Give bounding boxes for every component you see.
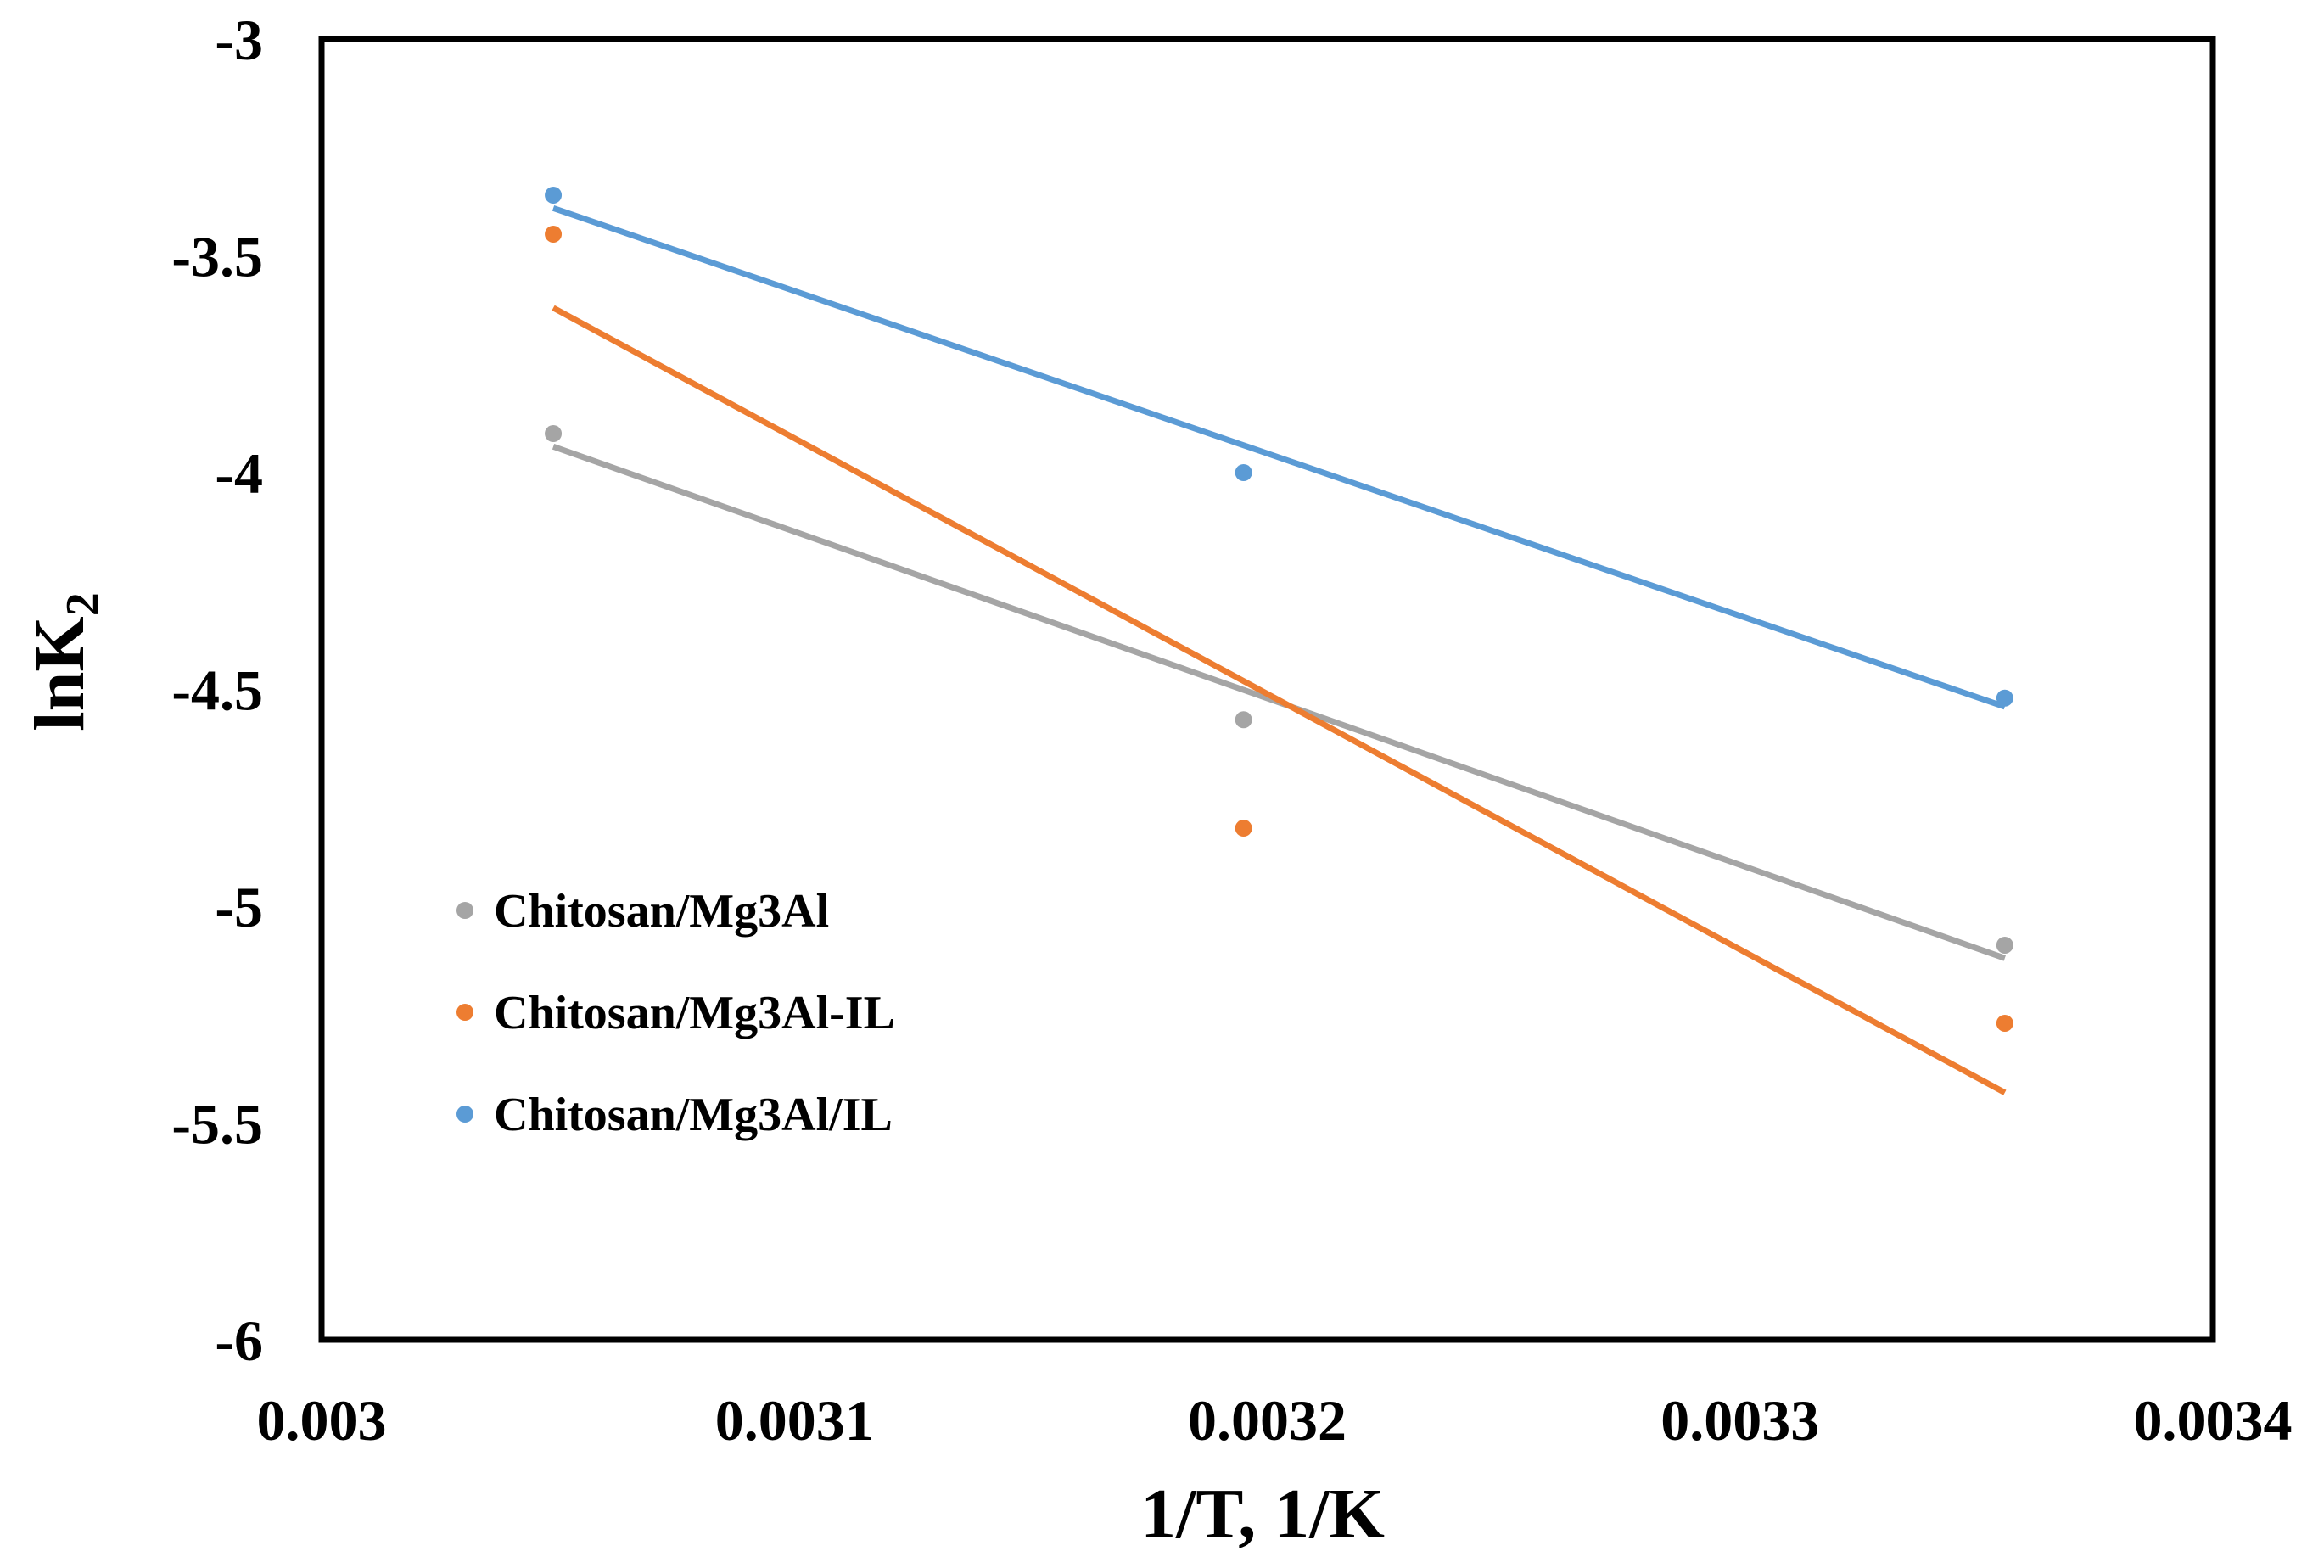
x-tick-label: 0.0034 bbox=[2134, 1388, 2293, 1453]
legend-marker bbox=[456, 902, 473, 919]
y-tick-label: -4.5 bbox=[171, 658, 263, 723]
data-point-series-1 bbox=[545, 425, 563, 443]
data-point-series-1 bbox=[1235, 711, 1252, 729]
trendline-series-3 bbox=[552, 204, 2006, 710]
y-tick-label: -3 bbox=[215, 8, 263, 72]
x-axis-ticks: 0.003 0.0031 0.0032 0.0033 0.0034 bbox=[257, 1388, 2293, 1453]
data-point-series-3 bbox=[1996, 689, 2013, 707]
data-point-series-2 bbox=[545, 225, 563, 243]
x-tick-label: 0.0032 bbox=[1188, 1388, 1347, 1453]
data-point-series-2 bbox=[1235, 820, 1252, 837]
y-tick-label: -5.5 bbox=[171, 1092, 263, 1156]
data-point-series-3 bbox=[545, 186, 563, 204]
legend-label: Chitosan/Mg3Al/IL bbox=[494, 1089, 893, 1141]
data-point-series-3 bbox=[1235, 464, 1252, 481]
y-axis-ticks: -3 -3.5 -4 -4.5 -5 -5.5 -6 bbox=[171, 8, 263, 1373]
y-tick-label: -4 bbox=[215, 441, 263, 506]
trendlines bbox=[552, 204, 2007, 1095]
data-point-series-2 bbox=[1996, 1014, 2013, 1032]
legend: Chitosan/Mg3Al Chitosan/Mg3Al-IL Chitosan/… bbox=[456, 885, 895, 1141]
x-axis-title: 1/T, 1/K bbox=[1140, 1475, 1385, 1554]
plot-frame bbox=[318, 36, 2216, 1343]
data-points bbox=[545, 186, 2013, 1032]
y-tick-label: -5 bbox=[215, 875, 263, 939]
legend-label: Chitosan/Mg3Al bbox=[494, 885, 829, 938]
x-tick-label: 0.003 bbox=[257, 1388, 387, 1453]
x-tick-label: 0.0033 bbox=[1660, 1388, 1819, 1453]
legend-marker bbox=[456, 1004, 473, 1021]
y-tick-label: -6 bbox=[215, 1308, 263, 1373]
legend-marker bbox=[456, 1106, 473, 1123]
data-point-series-1 bbox=[1996, 936, 2013, 954]
y-axis-title-subscript: 2 bbox=[57, 592, 109, 616]
trendline-series-2 bbox=[552, 305, 2007, 1095]
y-tick-label: -3.5 bbox=[171, 225, 263, 289]
y-axis-title-main: lnK bbox=[20, 616, 99, 731]
x-tick-label: 0.0031 bbox=[715, 1388, 874, 1453]
y-axis-title: lnK2 bbox=[20, 592, 109, 731]
legend-label: Chitosan/Mg3Al-IL bbox=[494, 987, 895, 1039]
